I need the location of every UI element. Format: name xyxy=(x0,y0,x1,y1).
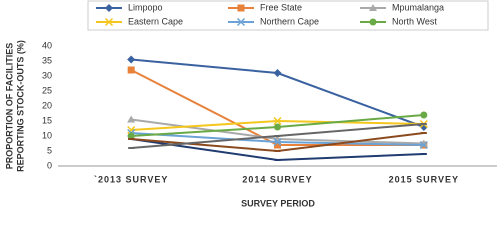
legend-label: Mpumalanga xyxy=(392,2,444,12)
legend-label: Limpopo xyxy=(128,2,163,12)
chart: PROPORTION OF FACILITIES REPORTING STOCK… xyxy=(4,0,497,208)
marker xyxy=(273,137,282,147)
y-tick-label: 0 xyxy=(47,160,52,170)
marker xyxy=(419,140,428,150)
y-tick-label: 30 xyxy=(42,70,52,80)
y-tick-label: 15 xyxy=(42,115,52,125)
marker xyxy=(273,116,282,126)
legend-label: Free State xyxy=(260,2,302,12)
legend-label: Northern Cape xyxy=(260,16,319,26)
marker xyxy=(420,111,428,119)
x-tick-label: 2014 SURVEY xyxy=(242,174,312,184)
marker xyxy=(236,17,246,27)
y-axis-label: REPORTING STOCK-OUTS (%) xyxy=(15,40,25,172)
y-tick-label: 35 xyxy=(42,55,52,65)
marker xyxy=(274,141,281,149)
marker xyxy=(273,69,282,77)
marker xyxy=(274,123,281,131)
y-tick-label: 10 xyxy=(42,130,52,140)
marker xyxy=(127,132,135,140)
marker xyxy=(369,4,377,11)
y-tick-label: 20 xyxy=(42,100,52,110)
x-axis-label: SURVEY PERIOD xyxy=(241,198,315,208)
x-tick-label: 2015 SURVEY xyxy=(389,174,459,184)
marker xyxy=(237,4,245,12)
marker xyxy=(105,4,113,12)
y-tick-label: 5 xyxy=(47,145,52,155)
marker xyxy=(127,115,136,123)
x-tick-label: `2013 SURVEY xyxy=(94,174,168,184)
marker xyxy=(127,55,136,64)
legend-label: Eastern Cape xyxy=(128,16,183,26)
y-tick-label: 25 xyxy=(42,85,52,95)
marker xyxy=(127,66,135,74)
legend-box xyxy=(87,0,489,31)
legend-label: North West xyxy=(392,16,437,26)
y-tick-label: 40 xyxy=(42,40,52,50)
y-axis-label: PROPORTION OF FACILITIES xyxy=(4,43,14,170)
marker xyxy=(369,18,377,26)
marker xyxy=(104,17,114,27)
